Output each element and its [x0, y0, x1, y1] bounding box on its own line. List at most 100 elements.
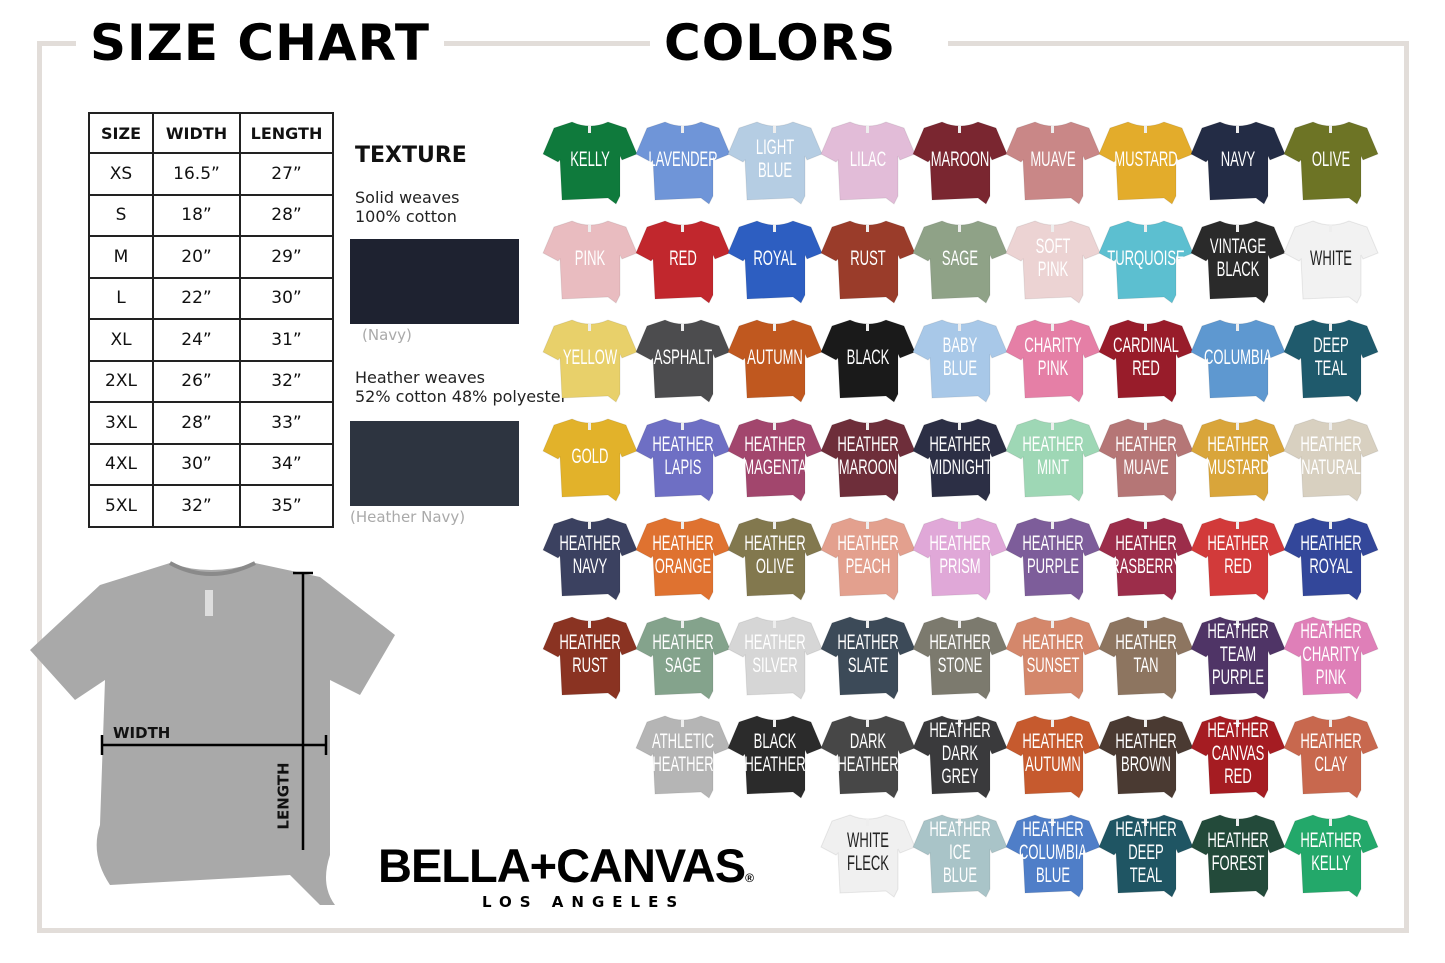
color-name: GOLD [571, 444, 609, 468]
tshirt-icon [1190, 814, 1286, 898]
tshirt-icon [634, 121, 731, 205]
tshirt-icon [912, 418, 1009, 502]
size-cell: 3XL [88, 401, 154, 445]
color-swatch: HEATHER ICE BLUE [912, 809, 1009, 901]
heather-navy-caption: (Heather Navy) [350, 508, 466, 526]
color-name: HEATHER AUTUMN [1022, 730, 1084, 776]
tshirt-icon [912, 319, 1009, 403]
color-name: HEATHER PURPLE [1022, 532, 1084, 578]
tshirt-icon [1097, 418, 1194, 502]
color-name: HEATHER DEEP TEAL [1114, 817, 1177, 887]
width-cell: 24” [152, 318, 241, 362]
tshirt-icon [820, 220, 916, 304]
length-cell: 35” [239, 484, 334, 528]
tshirt-icon [1283, 319, 1379, 403]
heather-line1: Heather weaves [355, 368, 485, 387]
color-name: ROYAL [753, 246, 797, 270]
tshirt-icon [634, 616, 731, 700]
color-swatch: MAROON [912, 116, 1009, 208]
color-swatch: HEATHER PEACH [820, 512, 916, 604]
color-swatch: RUST [820, 215, 916, 307]
tshirt-icon [1005, 220, 1101, 304]
length-cell: 31” [239, 318, 334, 362]
tshirt-icon [727, 517, 823, 601]
color-name: DEEP TEAL [1313, 334, 1349, 380]
color-name: OLIVE [1311, 147, 1350, 171]
tshirt-icon [820, 616, 916, 700]
color-name: HEATHER SAGE [651, 631, 714, 677]
color-name: BLACK [846, 345, 890, 369]
color-swatch: COLUMBIA [1190, 314, 1286, 406]
color-name: SAGE [942, 246, 979, 270]
color-swatch: HEATHER RED [1190, 512, 1286, 604]
color-name: HEATHER PRISM [929, 532, 992, 578]
color-name: HEATHER LAPIS [651, 433, 714, 479]
color-swatch: HEATHER NATURAL [1283, 413, 1379, 505]
color-swatch: MUSTARD [1097, 116, 1194, 208]
color-name: LAVENDER [647, 147, 718, 171]
tshirt-icon [727, 616, 823, 700]
size-row: 3XL 28” 33” [88, 401, 334, 445]
tshirt-icon [912, 121, 1009, 205]
tshirt-icon [820, 715, 916, 799]
size-chart-heading: SIZE CHART [76, 12, 445, 74]
color-swatch: HEATHER CHARITY PINK [1283, 611, 1379, 703]
measurement-shirt [30, 561, 395, 905]
color-swatch: DARK HEATHER [820, 710, 916, 802]
color-swatch: HEATHER MUAVE [1097, 413, 1194, 505]
color-name: HEATHER STONE [929, 631, 992, 677]
color-swatch: HEATHER MUSTARD [1190, 413, 1286, 505]
brand-name: BELLA+CANVAS [378, 839, 746, 892]
color-swatch: SAGE [912, 215, 1009, 307]
color-name: WHITE [1309, 246, 1352, 270]
color-swatch: HEATHER SAGE [634, 611, 731, 703]
size-row: 4XL 30” 34” [88, 442, 334, 486]
width-cell: 18” [152, 193, 241, 237]
color-swatch: ATHLETIC HEATHER [634, 710, 731, 802]
color-name: AUTUMN [747, 345, 804, 369]
width-cell: 22” [152, 276, 241, 320]
tshirt-icon [820, 319, 916, 403]
color-name: MAROON [931, 147, 990, 171]
tshirt-icon [1005, 616, 1101, 700]
color-swatch: VINTAGE BLACK [1190, 215, 1286, 307]
tshirt-icon [542, 418, 638, 502]
color-name: HEATHER CHARITY PINK [1300, 619, 1362, 689]
width-cell: 28” [152, 401, 241, 445]
tshirt-icon [727, 715, 823, 799]
color-swatch: CHARITY PINK [1005, 314, 1101, 406]
tshirt-icon [1097, 220, 1194, 304]
color-swatch: HEATHER NAVY [542, 512, 638, 604]
color-swatch: HEATHER MIDNIGHT [912, 413, 1009, 505]
color-swatch: BLACK HEATHER [727, 710, 823, 802]
color-name: HEATHER KELLY [1300, 829, 1362, 875]
tshirt-icon [1190, 616, 1286, 700]
tshirt-icon [912, 517, 1009, 601]
length-cell: 29” [239, 235, 334, 279]
tshirt-icon [1190, 319, 1286, 403]
solid-text: Solid weaves 100% cotton [355, 188, 459, 226]
size-cell: S [88, 193, 154, 237]
tshirt-icon [1190, 220, 1286, 304]
color-name: RUST [850, 246, 886, 270]
color-swatch: YELLOW [542, 314, 638, 406]
color-swatch: HEATHER TAN [1097, 611, 1194, 703]
color-swatch: BABY BLUE [912, 314, 1009, 406]
tshirt-icon [634, 319, 731, 403]
color-name: HEATHER CANVAS RED [1207, 718, 1269, 788]
color-name: HEATHER OLIVE [744, 532, 806, 578]
color-name: YELLOW [562, 345, 618, 369]
color-name: MUSTARD [1113, 147, 1178, 171]
tshirt-icon [1005, 418, 1101, 502]
color-name: HEATHER FOREST [1207, 829, 1269, 875]
color-name: COLUMBIA [1204, 345, 1273, 369]
tshirt-icon [542, 319, 638, 403]
navy-caption: (Navy) [362, 326, 412, 344]
tshirt-icon [1097, 715, 1194, 799]
color-swatch: HEATHER PURPLE [1005, 512, 1101, 604]
color-swatch: TURQUOISE [1097, 215, 1194, 307]
size-cell: M [88, 235, 154, 279]
color-name: RED [668, 246, 697, 270]
tshirt-icon [727, 121, 823, 205]
tshirt-icon [1005, 121, 1101, 205]
